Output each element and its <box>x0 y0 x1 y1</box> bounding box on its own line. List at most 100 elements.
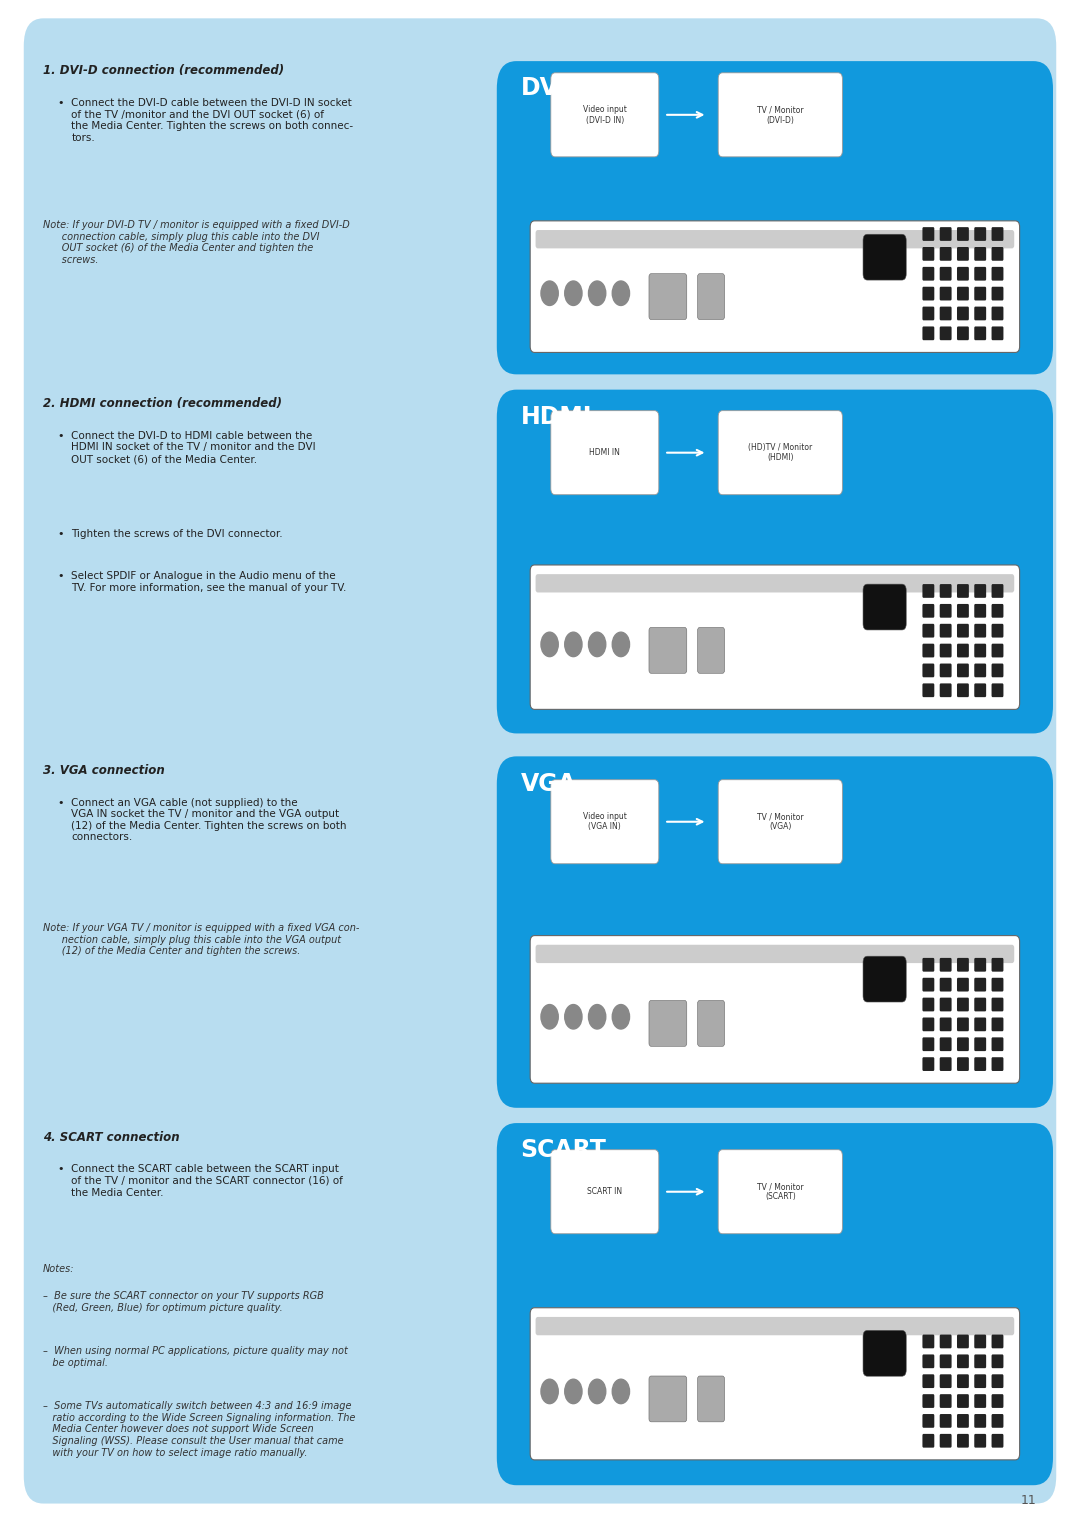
Text: TV / Monitor
(SCART): TV / Monitor (SCART) <box>757 1183 804 1201</box>
FancyBboxPatch shape <box>940 1018 951 1031</box>
FancyBboxPatch shape <box>922 1394 934 1407</box>
FancyBboxPatch shape <box>497 390 1053 733</box>
FancyBboxPatch shape <box>974 1413 986 1427</box>
FancyBboxPatch shape <box>551 779 659 863</box>
FancyBboxPatch shape <box>940 1038 951 1051</box>
FancyBboxPatch shape <box>991 1018 1003 1031</box>
FancyBboxPatch shape <box>940 643 951 657</box>
FancyBboxPatch shape <box>974 958 986 972</box>
Text: 11: 11 <box>1021 1493 1037 1507</box>
FancyBboxPatch shape <box>957 1413 969 1427</box>
FancyBboxPatch shape <box>991 1433 1003 1447</box>
FancyBboxPatch shape <box>974 584 986 597</box>
FancyBboxPatch shape <box>957 267 969 281</box>
FancyBboxPatch shape <box>974 978 986 992</box>
FancyBboxPatch shape <box>974 1057 986 1071</box>
FancyBboxPatch shape <box>974 1354 986 1368</box>
Text: •: • <box>57 1164 64 1175</box>
FancyBboxPatch shape <box>991 1413 1003 1427</box>
Circle shape <box>541 633 558 657</box>
FancyBboxPatch shape <box>940 958 951 972</box>
FancyBboxPatch shape <box>940 327 951 341</box>
FancyBboxPatch shape <box>957 643 969 657</box>
Circle shape <box>565 1004 582 1028</box>
Text: 3. VGA connection: 3. VGA connection <box>43 764 165 778</box>
Text: Note: If your DVI-D TV / monitor is equipped with a fixed DVI-D
      connection: Note: If your DVI-D TV / monitor is equi… <box>43 220 350 264</box>
FancyBboxPatch shape <box>974 1433 986 1447</box>
FancyBboxPatch shape <box>940 604 951 617</box>
FancyBboxPatch shape <box>974 604 986 617</box>
FancyBboxPatch shape <box>957 248 969 261</box>
FancyBboxPatch shape <box>863 584 906 630</box>
Text: •: • <box>57 529 64 539</box>
FancyBboxPatch shape <box>957 623 969 637</box>
Text: SCART: SCART <box>521 1138 607 1163</box>
FancyBboxPatch shape <box>974 998 986 1012</box>
FancyBboxPatch shape <box>991 307 1003 321</box>
FancyBboxPatch shape <box>974 267 986 281</box>
FancyBboxPatch shape <box>957 1057 969 1071</box>
Circle shape <box>589 281 606 306</box>
FancyBboxPatch shape <box>957 1038 969 1051</box>
FancyBboxPatch shape <box>991 1354 1003 1368</box>
Circle shape <box>541 281 558 306</box>
Circle shape <box>612 633 630 657</box>
FancyBboxPatch shape <box>940 1354 951 1368</box>
FancyBboxPatch shape <box>991 998 1003 1012</box>
FancyBboxPatch shape <box>991 604 1003 617</box>
FancyBboxPatch shape <box>957 307 969 321</box>
Circle shape <box>541 1004 558 1028</box>
Text: HDMI: HDMI <box>521 405 592 429</box>
FancyBboxPatch shape <box>922 663 934 677</box>
FancyBboxPatch shape <box>940 683 951 697</box>
FancyBboxPatch shape <box>863 1331 906 1377</box>
FancyBboxPatch shape <box>974 1334 986 1348</box>
Text: –  When using normal PC applications, picture quality may not
   be optimal.: – When using normal PC applications, pic… <box>43 1346 348 1368</box>
Text: HDMI IN: HDMI IN <box>590 448 620 457</box>
Circle shape <box>565 633 582 657</box>
FancyBboxPatch shape <box>649 274 687 319</box>
FancyBboxPatch shape <box>530 935 1020 1083</box>
FancyBboxPatch shape <box>922 307 934 321</box>
FancyBboxPatch shape <box>957 228 969 241</box>
FancyBboxPatch shape <box>922 998 934 1012</box>
FancyBboxPatch shape <box>991 327 1003 341</box>
FancyBboxPatch shape <box>922 1354 934 1368</box>
Text: 4. SCART connection: 4. SCART connection <box>43 1131 180 1144</box>
Text: Video input
(VGA IN): Video input (VGA IN) <box>583 811 626 831</box>
Text: Video input
(DVI-D IN): Video input (DVI-D IN) <box>583 105 626 124</box>
Text: 1. DVI-D connection (recommended): 1. DVI-D connection (recommended) <box>43 64 284 78</box>
Text: Note: If your VGA TV / monitor is equipped with a fixed VGA con-
      nection c: Note: If your VGA TV / monitor is equipp… <box>43 923 360 957</box>
FancyBboxPatch shape <box>698 274 725 319</box>
FancyBboxPatch shape <box>940 978 951 992</box>
FancyBboxPatch shape <box>649 628 687 674</box>
FancyBboxPatch shape <box>974 287 986 301</box>
Circle shape <box>612 1004 630 1028</box>
FancyBboxPatch shape <box>922 978 934 992</box>
FancyBboxPatch shape <box>974 643 986 657</box>
FancyBboxPatch shape <box>991 643 1003 657</box>
FancyBboxPatch shape <box>940 663 951 677</box>
FancyBboxPatch shape <box>974 663 986 677</box>
FancyBboxPatch shape <box>991 267 1003 281</box>
FancyBboxPatch shape <box>922 643 934 657</box>
FancyBboxPatch shape <box>922 327 934 341</box>
FancyBboxPatch shape <box>497 756 1053 1108</box>
FancyBboxPatch shape <box>991 1334 1003 1348</box>
FancyBboxPatch shape <box>957 958 969 972</box>
Text: Connect the SCART cable between the SCART input
of the TV / monitor and the SCAR: Connect the SCART cable between the SCAR… <box>71 1164 343 1198</box>
FancyBboxPatch shape <box>863 957 906 1002</box>
FancyBboxPatch shape <box>940 1334 951 1348</box>
FancyBboxPatch shape <box>957 1354 969 1368</box>
FancyBboxPatch shape <box>536 944 1014 963</box>
FancyBboxPatch shape <box>922 958 934 972</box>
FancyBboxPatch shape <box>940 1433 951 1447</box>
FancyBboxPatch shape <box>991 978 1003 992</box>
Text: Connect the DVI-D cable between the DVI-D IN socket
of the TV /monitor and the D: Connect the DVI-D cable between the DVI-… <box>71 98 353 142</box>
Text: DVI: DVI <box>521 76 567 101</box>
FancyBboxPatch shape <box>940 307 951 321</box>
Circle shape <box>565 1380 582 1404</box>
FancyBboxPatch shape <box>957 1018 969 1031</box>
FancyBboxPatch shape <box>940 998 951 1012</box>
FancyBboxPatch shape <box>24 18 1056 1504</box>
